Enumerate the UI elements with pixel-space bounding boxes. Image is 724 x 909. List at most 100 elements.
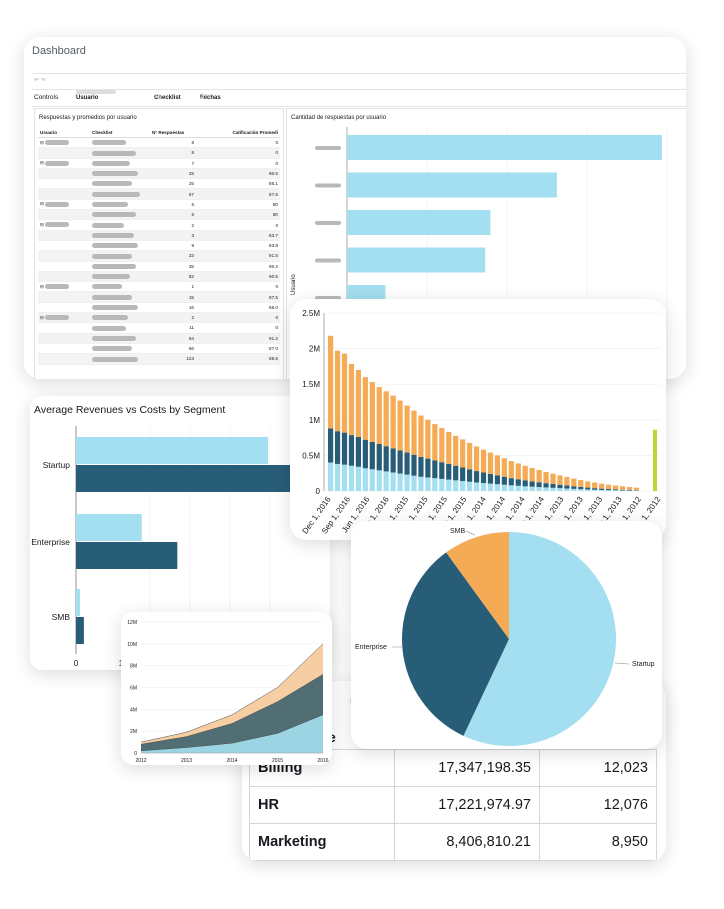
stacked-segment[interactable]: [439, 427, 445, 463]
stacked-segment[interactable]: [334, 431, 341, 464]
expand-icon[interactable]: ⊟: [40, 160, 44, 166]
stacked-segment[interactable]: [404, 405, 410, 453]
stacked-segment[interactable]: [557, 488, 563, 491]
stacked-segment[interactable]: [460, 467, 466, 482]
stacked-segment[interactable]: [592, 489, 598, 491]
stacked-segment[interactable]: [446, 463, 452, 480]
stacked-segment[interactable]: [348, 465, 355, 491]
col-usuario[interactable]: Usuario: [38, 127, 90, 138]
table-row[interactable]: 56 87.0: [38, 343, 280, 355]
stacked-segment[interactable]: [606, 489, 612, 491]
stacked-segment[interactable]: [529, 467, 535, 482]
stacked-segment[interactable]: [592, 488, 598, 490]
table-row[interactable]: HR 17,221,974.97 12,076: [249, 786, 657, 824]
expand-icon[interactable]: ⊟: [40, 201, 44, 207]
stacked-segment[interactable]: [390, 395, 396, 449]
stacked-segment[interactable]: [529, 481, 535, 487]
stacked-segment[interactable]: [536, 487, 542, 491]
stacked-segment[interactable]: [522, 480, 528, 487]
table-row[interactable]: 3 83.7: [38, 230, 280, 241]
stacked-segment[interactable]: [599, 483, 605, 489]
stacked-segment[interactable]: [515, 479, 521, 486]
stacked-segment[interactable]: [425, 477, 431, 491]
revenue-bar[interactable]: [76, 465, 326, 492]
stacked-segment[interactable]: [418, 476, 424, 491]
stacked-segment[interactable]: [578, 489, 584, 491]
stacked-segment[interactable]: [397, 450, 403, 474]
stacked-segment[interactable]: [550, 473, 556, 484]
stacked-segment[interactable]: [446, 479, 452, 491]
stacked-segment[interactable]: [404, 474, 410, 491]
stacked-segment[interactable]: [619, 490, 626, 491]
stacked-segment[interactable]: [494, 475, 500, 485]
stacked-segment[interactable]: [543, 471, 549, 484]
stacked-segment[interactable]: [501, 458, 507, 477]
stacked-segment[interactable]: [536, 482, 542, 488]
stacked-segment[interactable]: [515, 463, 521, 480]
pie-slice[interactable]: [463, 532, 616, 746]
stacked-segment[interactable]: [480, 483, 487, 491]
stacked-segment[interactable]: [487, 483, 494, 491]
stacked-segment[interactable]: [453, 435, 459, 466]
stacked-segment[interactable]: [348, 363, 355, 436]
stacked-segment[interactable]: [467, 481, 473, 491]
table-row[interactable]: Marketing 8,406,810.21 8,950: [249, 823, 657, 861]
table-row[interactable]: 82 90.5: [38, 271, 280, 283]
stacked-segment[interactable]: [355, 436, 361, 467]
stacked-segment[interactable]: [383, 391, 389, 447]
stacked-segment[interactable]: [460, 439, 466, 468]
stacked-segment[interactable]: [460, 481, 466, 491]
stacked-segment[interactable]: [501, 484, 507, 491]
stacked-segment[interactable]: [508, 478, 514, 486]
stacked-segment[interactable]: [369, 469, 375, 491]
stacked-segment[interactable]: [411, 454, 417, 476]
stacked-segment[interactable]: [515, 485, 521, 491]
stacked-segment[interactable]: [355, 466, 361, 491]
stacked-segment[interactable]: [501, 476, 507, 485]
stacked-segment[interactable]: [550, 483, 556, 488]
stacked-segment[interactable]: [328, 462, 334, 491]
stacked-segment[interactable]: [599, 489, 605, 491]
stacked-segment[interactable]: [341, 353, 348, 433]
col-respuestas[interactable]: N° Respuestas: [150, 127, 196, 138]
stacked-segment[interactable]: [439, 462, 445, 479]
stacked-segment[interactable]: [334, 463, 341, 491]
stacked-segment[interactable]: [550, 487, 556, 491]
table-row[interactable]: ⊟ 6 80: [38, 199, 280, 211]
stacked-segment[interactable]: [557, 475, 563, 485]
table-row[interactable]: 67 87.6: [38, 188, 280, 200]
expand-icon[interactable]: ⊟: [40, 283, 44, 289]
stacked-segment[interactable]: [341, 432, 348, 465]
highlight-bar[interactable]: [653, 429, 657, 491]
table-row[interactable]: 11 0: [38, 322, 280, 334]
stacked-segment[interactable]: [585, 489, 591, 491]
stacked-segment[interactable]: [383, 471, 389, 491]
stacked-segment[interactable]: [564, 488, 570, 491]
table-row[interactable]: 25 90.5: [38, 168, 280, 180]
stacked-segment[interactable]: [487, 473, 494, 484]
stacked-segment[interactable]: [467, 442, 473, 470]
stacked-segment[interactable]: [341, 464, 348, 491]
stacked-segment[interactable]: [543, 487, 549, 491]
stacked-segment[interactable]: [453, 480, 459, 491]
stacked-segment[interactable]: [571, 478, 577, 487]
table-row[interactable]: 35 90.2: [38, 261, 280, 272]
stacked-segment[interactable]: [612, 489, 619, 491]
pie-slice[interactable]: [402, 552, 509, 736]
stacked-segment[interactable]: [376, 444, 382, 471]
stacked-segment[interactable]: [453, 465, 459, 481]
stacked-segment[interactable]: [508, 461, 514, 479]
stacked-segment[interactable]: [439, 478, 445, 491]
stacked-segment[interactable]: [480, 449, 487, 473]
expand-icon[interactable]: ⊟: [40, 314, 44, 320]
stacked-segment[interactable]: [529, 486, 535, 491]
stacked-segment[interactable]: [487, 452, 494, 474]
stacked-segment[interactable]: [633, 487, 639, 491]
col-calificacion[interactable]: Calificación Promedi: [196, 127, 280, 138]
stacked-segment[interactable]: [390, 448, 396, 473]
table-row[interactable]: 123 88.5: [38, 353, 280, 365]
stacked-segment[interactable]: [418, 456, 424, 477]
stacked-segment[interactable]: [362, 468, 368, 491]
